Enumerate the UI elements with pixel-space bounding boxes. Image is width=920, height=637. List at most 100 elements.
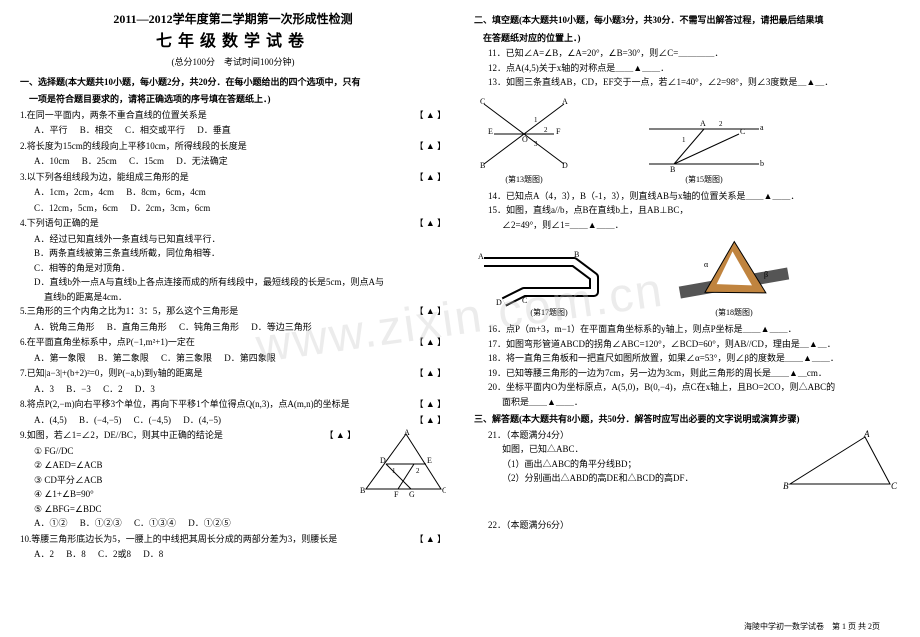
svg-text:B: B	[574, 250, 579, 259]
opt: C．2或8	[98, 548, 131, 562]
q3-opts: A．1cm，2cm，4cm B．8cm，6cm，4cm	[20, 186, 446, 200]
svg-text:2: 2	[544, 126, 548, 134]
q-text: 三角形的三个内角之比为1：3：5，那么这个三角形是	[27, 306, 239, 316]
lines-fig-icon: A B D C E F O 1 2 3	[474, 94, 574, 174]
opt: A．第一象限	[34, 352, 86, 366]
svg-text:1: 1	[534, 116, 538, 124]
svg-text:D: D	[562, 161, 568, 170]
q9-l4: ④ ∠1+∠B=90°	[20, 488, 356, 502]
opt: D．①②⑤	[188, 517, 231, 531]
svg-text:3: 3	[534, 140, 538, 148]
q4-l3: C．相等的角是对顶角．	[20, 262, 446, 276]
opt: B．①②③	[80, 517, 122, 531]
right-column: 二、填空题(本大题共10小题，每小题3分，共30分．不需写出解答过程，请把最后结…	[474, 10, 900, 564]
opt: D．垂直	[197, 124, 231, 138]
q21: 21．（本题满分4分）	[474, 429, 780, 443]
q21-l1: 如图，已知△ABC．	[474, 443, 780, 457]
svg-text:A: A	[478, 252, 484, 261]
opt: D．8	[143, 548, 163, 562]
pipe-fig-icon: A B C D	[474, 247, 624, 307]
q-text: 已知|a−3|+(b+2)²=0，则P(−a,b)到y轴的距离是	[27, 368, 203, 378]
opt: C．①③④	[134, 517, 176, 531]
svg-text:1: 1	[682, 136, 686, 144]
opt: B．相交	[80, 124, 113, 138]
q9-opts: A．①② B．①②③ C．①③④ D．①②⑤	[20, 517, 446, 531]
parallel-fig-icon: a b A B C 1 2	[644, 114, 764, 174]
q-num: 10.	[20, 534, 31, 544]
opt: C．12cm，5cm，6cm	[34, 202, 118, 216]
q-num: 1.	[20, 110, 27, 120]
q1-opts: A．平行 B．相交 C．相交或平行 D．垂直	[20, 124, 446, 138]
answer-box: 【 ▲ 】	[415, 367, 446, 381]
q21-l2: （1）画出△ABC的角平分线BD；	[474, 458, 780, 472]
opt: B．直角三角形	[107, 321, 167, 335]
q20: 20．坐标平面内O为坐标原点，A(5,0)，B(0,−4)，点C在x轴上，且BO…	[474, 381, 900, 395]
page-footer: 海陵中学初一数学试卷 第 1 页 共 2页	[744, 621, 880, 633]
svg-text:G: G	[409, 490, 415, 499]
opt: A．10cm	[34, 155, 70, 169]
answer-box: 【 ▲ 】	[415, 305, 446, 319]
answer-box: 【 ▲ 】	[415, 414, 446, 428]
q2: 2.将长度为15cm的线段向上平移10cm，所得线段的长度是【 ▲ 】	[20, 140, 446, 154]
answer-box: 【 ▲ 】	[415, 171, 446, 185]
q4-l1: A．经过已知直线外一条直线与已知直线平行．	[20, 233, 446, 247]
q7-opts: A．3 B．−3 C．2 D．3	[20, 383, 446, 397]
opt: C．钝角三角形	[179, 321, 239, 335]
svg-text:C: C	[442, 486, 446, 495]
opt: D．等边三角形	[251, 321, 312, 335]
opt: B．8cm，6cm，4cm	[126, 186, 206, 200]
opt: A．3	[34, 383, 54, 397]
svg-text:β: β	[764, 270, 768, 279]
q-num: 21．	[488, 430, 506, 440]
svg-text:2: 2	[416, 467, 420, 475]
q9-figure: A B C D E F G 1 2	[356, 429, 446, 517]
ruler-triangle-icon: α β	[674, 237, 794, 307]
svg-text:a: a	[760, 123, 764, 132]
header-line3: (总分100分 考试时间100分钟)	[20, 56, 446, 70]
section2-title: 二、填空题(本大题共10小题，每小题3分，共30分．不需写出解答过程，请把最后结…	[474, 14, 900, 28]
q18: 18．将一直角三角板和一把直尺如图所放置，如果∠α=53°，则∠β的度数是＿＿▲…	[474, 352, 900, 366]
q12: 12．点A(4,5)关于x轴的对称点是＿＿▲＿＿．	[474, 62, 900, 76]
q15b: ∠2=49°，则∠1=＿＿▲＿＿．	[474, 219, 900, 233]
q-num: 4.	[20, 218, 27, 228]
fig-row-13-15: A B D C E F O 1 2 3 (第13题图) a b A	[474, 94, 900, 186]
svg-text:B: B	[480, 161, 485, 170]
svg-text:C: C	[891, 481, 898, 491]
svg-text:D: D	[380, 456, 386, 465]
svg-text:A: A	[700, 119, 706, 128]
q1: 1.在同一平面内，两条不重合直线的位置关系是【 ▲ 】	[20, 109, 446, 123]
opt: B．−3	[66, 383, 91, 397]
q-num: 3.	[20, 172, 27, 182]
answer-box: 【 ▲ 】	[415, 109, 446, 123]
triangle-abc-icon: A B C	[780, 429, 900, 499]
fig15-cap: (第15题图)	[644, 174, 764, 186]
q6: 6.在平面直角坐标系中，点P(−1,m²+1)一定在【 ▲ 】	[20, 336, 446, 350]
svg-text:O: O	[522, 135, 528, 144]
opt: A．(4,5)	[34, 414, 67, 428]
svg-text:A: A	[404, 429, 410, 437]
fig17: A B C D (第17题图)	[474, 247, 624, 319]
q5-opts: A．锐角三角形 B．直角三角形 C．钝角三角形 D．等边三角形	[20, 321, 446, 335]
opt: D．无法确定	[176, 155, 228, 169]
opt: C．相交或平行	[125, 124, 185, 138]
q-text: （本题满分6分）	[506, 520, 569, 530]
fig18: α β (第18题图)	[674, 237, 794, 319]
q4-l4: D．直线b外一点A与直线b上各点连接而成的所有线段中，最短线段的长是5cm，则点…	[20, 276, 446, 290]
section2-title2: 在答题纸对应的位置上．)	[474, 32, 900, 46]
header-line2: 七年级数学试卷	[20, 30, 446, 54]
section3-title: 三、解答题(本大题共有8小题，共50分．解答时应写出必要的文字说明或演算步骤)	[474, 413, 900, 427]
q-num: 8.	[20, 399, 27, 409]
opt: D．第四象限	[224, 352, 276, 366]
q-num: 7.	[20, 368, 27, 378]
svg-text:1: 1	[392, 467, 396, 475]
opt: D．(4,−5)	[183, 414, 221, 428]
header-line1: 2011—2012学年度第二学期第一次形成性检测	[20, 10, 446, 28]
q9-l3: ③ CD平分∠ACB	[20, 474, 356, 488]
left-column: 2011—2012学年度第二学期第一次形成性检测 七年级数学试卷 (总分100分…	[20, 10, 446, 564]
q19: 19．已知等腰三角形的一边为7cm，另一边为3cm，则此三角形的周长是＿＿▲＿c…	[474, 367, 900, 381]
opt: A．平行	[34, 124, 68, 138]
q9-l5: ⑤ ∠BFG=∠BDC	[20, 503, 356, 517]
fig15: a b A B C 1 2 (第15题图)	[644, 114, 764, 186]
q-num: 5.	[20, 306, 27, 316]
q7: 7.已知|a−3|+(b+2)²=0，则P(−a,b)到y轴的距离是 【 ▲ 】	[20, 367, 446, 381]
